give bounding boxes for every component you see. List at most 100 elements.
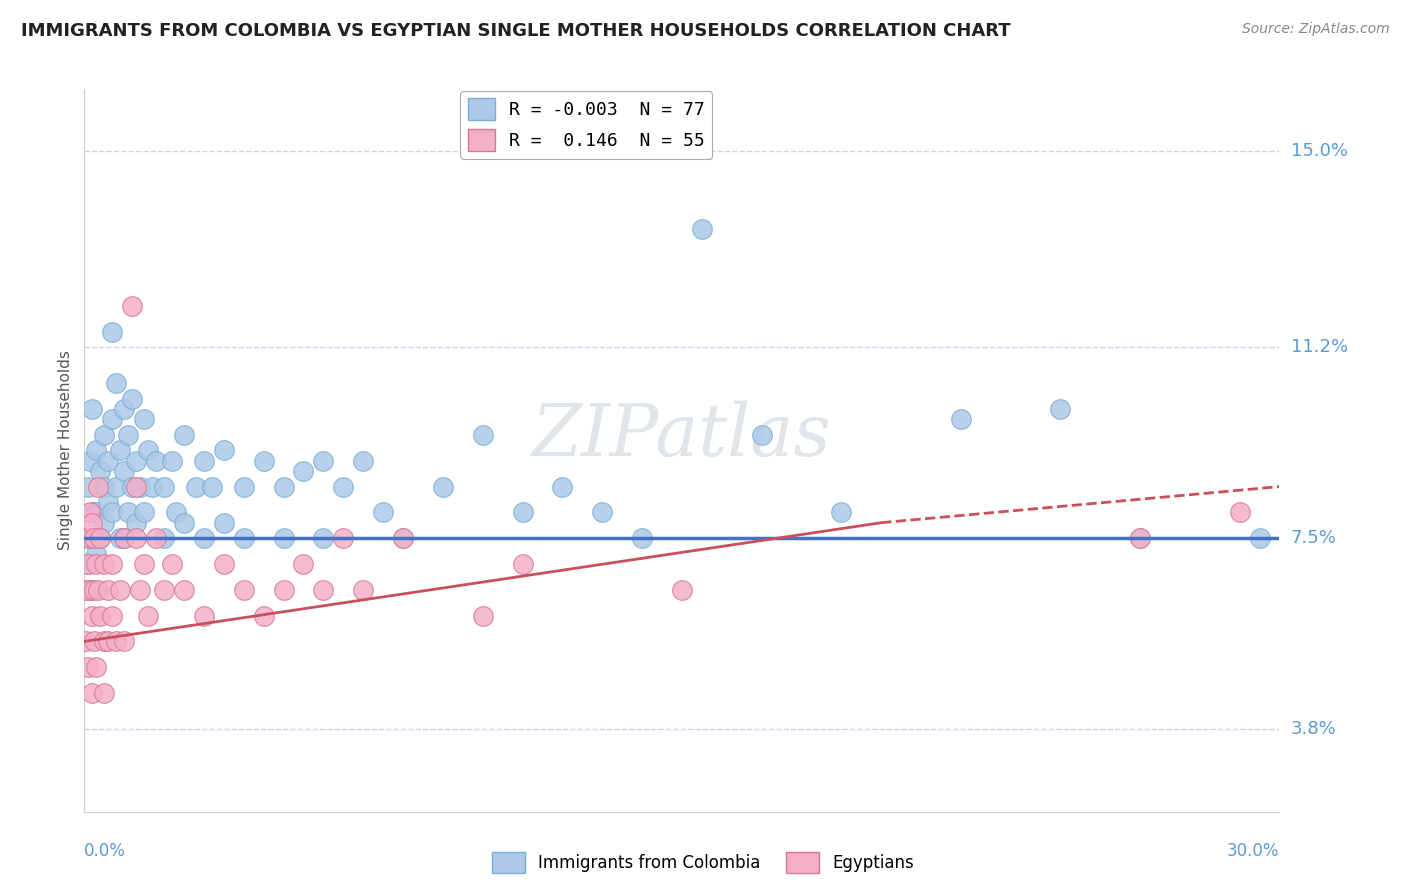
- Point: [253, 608, 276, 623]
- Point: [690, 221, 713, 235]
- Point: [145, 531, 167, 545]
- Point: [101, 505, 124, 519]
- Point: [79, 582, 101, 597]
- Point: [121, 299, 143, 313]
- Point: [332, 531, 354, 545]
- Point: [77, 557, 100, 571]
- Point: [631, 531, 654, 545]
- Point: [173, 428, 195, 442]
- Point: [671, 582, 693, 597]
- Point: [101, 412, 124, 426]
- Point: [79, 505, 101, 519]
- Point: [145, 454, 167, 468]
- Point: [292, 557, 315, 571]
- Point: [193, 454, 215, 468]
- Point: [79, 454, 101, 468]
- Point: [232, 582, 254, 597]
- Point: [93, 557, 115, 571]
- Point: [110, 582, 132, 597]
- Point: [101, 608, 124, 623]
- Point: [273, 531, 295, 545]
- Point: [101, 557, 124, 571]
- Point: [591, 505, 613, 519]
- Point: [110, 531, 132, 545]
- Legend: R = -0.003  N = 77, R =  0.146  N = 55: R = -0.003 N = 77, R = 0.146 N = 55: [460, 91, 713, 159]
- Point: [121, 480, 143, 494]
- Point: [1129, 531, 1152, 545]
- Point: [141, 480, 163, 494]
- Text: 30.0%: 30.0%: [1227, 842, 1279, 860]
- Point: [93, 428, 115, 442]
- Point: [136, 608, 159, 623]
- Point: [93, 516, 115, 530]
- Point: [82, 686, 104, 700]
- Point: [129, 582, 152, 597]
- Point: [352, 454, 374, 468]
- Y-axis label: Single Mother Households: Single Mother Households: [58, 351, 73, 550]
- Point: [184, 480, 207, 494]
- Point: [112, 402, 135, 417]
- Point: [86, 557, 108, 571]
- Point: [89, 608, 111, 623]
- Point: [83, 582, 105, 597]
- Point: [112, 464, 135, 478]
- Point: [392, 531, 415, 545]
- Point: [83, 531, 105, 545]
- Point: [86, 547, 108, 561]
- Point: [830, 505, 852, 519]
- Point: [132, 557, 156, 571]
- Point: [153, 582, 176, 597]
- Point: [82, 608, 104, 623]
- Point: [153, 480, 176, 494]
- Point: [117, 505, 139, 519]
- Point: [232, 531, 254, 545]
- Point: [1229, 505, 1251, 519]
- Point: [160, 557, 183, 571]
- Text: Source: ZipAtlas.com: Source: ZipAtlas.com: [1241, 22, 1389, 37]
- Point: [93, 480, 115, 494]
- Text: 15.0%: 15.0%: [1291, 142, 1347, 161]
- Point: [512, 505, 534, 519]
- Point: [949, 412, 972, 426]
- Point: [110, 443, 132, 458]
- Text: 11.2%: 11.2%: [1291, 338, 1348, 356]
- Point: [312, 531, 335, 545]
- Point: [132, 412, 156, 426]
- Point: [125, 531, 148, 545]
- Point: [77, 660, 100, 674]
- Point: [89, 464, 111, 478]
- Point: [193, 608, 215, 623]
- Point: [125, 454, 148, 468]
- Point: [82, 402, 104, 417]
- Point: [82, 516, 104, 530]
- Point: [1249, 531, 1271, 545]
- Point: [212, 516, 235, 530]
- Point: [165, 505, 187, 519]
- Point: [97, 634, 120, 648]
- Point: [1049, 402, 1071, 417]
- Point: [471, 428, 494, 442]
- Point: [312, 582, 335, 597]
- Point: [77, 557, 100, 571]
- Text: 7.5%: 7.5%: [1291, 529, 1337, 547]
- Point: [751, 428, 773, 442]
- Point: [77, 480, 100, 494]
- Legend: Immigrants from Colombia, Egyptians: Immigrants from Colombia, Egyptians: [485, 846, 921, 880]
- Point: [201, 480, 224, 494]
- Point: [79, 531, 101, 545]
- Point: [132, 505, 156, 519]
- Point: [93, 686, 115, 700]
- Point: [89, 531, 111, 545]
- Point: [212, 443, 235, 458]
- Point: [112, 634, 135, 648]
- Point: [471, 608, 494, 623]
- Point: [512, 557, 534, 571]
- Point: [97, 582, 120, 597]
- Point: [125, 480, 148, 494]
- Point: [392, 531, 415, 545]
- Point: [432, 480, 454, 494]
- Point: [105, 376, 128, 391]
- Point: [86, 443, 108, 458]
- Point: [82, 531, 104, 545]
- Point: [373, 505, 395, 519]
